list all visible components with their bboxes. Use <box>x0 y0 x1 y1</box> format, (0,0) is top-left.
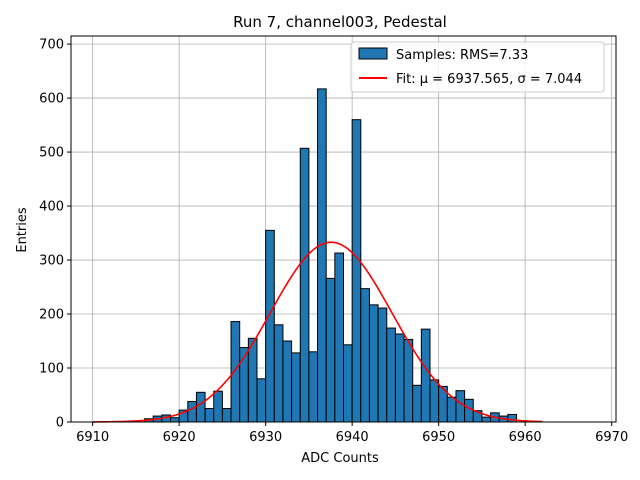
y-axis-label: Entries <box>15 207 30 253</box>
x-tick-label: 6920 <box>163 430 196 445</box>
histogram-bar <box>481 416 492 423</box>
histogram-bar <box>334 252 345 423</box>
axes <box>70 35 617 423</box>
histogram-bar <box>446 396 457 423</box>
histogram-bar <box>377 307 388 423</box>
legend-box <box>350 41 605 93</box>
legend: Samples: RMS=7.33 Fit: μ = 6937.565, σ =… <box>350 41 605 93</box>
y-tick-label: 600 <box>39 92 64 107</box>
histogram-bar <box>299 147 310 423</box>
x-tick-label: 6960 <box>509 430 542 445</box>
histogram-bar <box>273 324 284 423</box>
histogram-bar <box>213 390 223 423</box>
histogram-bars <box>144 88 518 423</box>
plot-frame <box>70 35 617 423</box>
histogram-bar <box>247 337 258 423</box>
y-tick-label: 200 <box>39 308 64 323</box>
histogram-bar <box>351 119 362 423</box>
histogram-bar <box>464 398 474 423</box>
tick-labels: 6910 6920 6930 6940 6950 6960 6970 0 100 200 300 40… <box>39 38 628 445</box>
histogram-bar <box>386 327 396 423</box>
histogram-bar <box>420 328 431 423</box>
y-tick-label: 100 <box>39 362 64 377</box>
legend-label-samples: Samples: RMS=7.33 <box>396 48 528 63</box>
x-tick-label: 6910 <box>76 430 109 445</box>
legend-swatch-samples <box>358 47 388 60</box>
histogram-bar <box>455 390 466 423</box>
histogram-bar <box>204 408 215 423</box>
y-tick-label: 400 <box>39 200 64 215</box>
x-tick-label: 6950 <box>422 430 455 445</box>
x-tick-label: 6970 <box>595 430 628 445</box>
y-tick-label: 300 <box>39 254 64 269</box>
fit-curve <box>92 241 543 423</box>
x-tick-label: 6940 <box>336 430 369 445</box>
histogram-bar <box>195 391 206 423</box>
x-axis-label: ADC Counts <box>301 451 379 466</box>
legend-label-fit: Fit: μ = 6937.565, σ = 7.044 <box>396 72 582 87</box>
y-tick-label: 700 <box>39 38 64 53</box>
histogram-bar <box>308 351 319 423</box>
histogram-bar <box>265 229 275 423</box>
histogram-bar <box>412 384 422 423</box>
x-tick-label: 6930 <box>249 430 282 445</box>
histogram-bar <box>256 378 267 423</box>
histogram-bar <box>394 333 405 423</box>
histogram-bar <box>343 344 353 423</box>
y-tick-label: 500 <box>39 146 64 161</box>
histogram-bar <box>325 277 336 423</box>
histogram-bar <box>403 338 414 423</box>
histogram-bar <box>221 408 232 423</box>
histogram-bar <box>239 346 249 423</box>
chart-title: Run 7, channel003, Pedestal <box>233 13 447 31</box>
histogram-bar <box>187 400 197 423</box>
histogram-bar <box>360 288 370 423</box>
fit-curve-layer <box>92 241 543 423</box>
histogram-bar <box>429 379 440 423</box>
y-tick-label: 0 <box>56 416 64 431</box>
grid-lines <box>71 36 616 423</box>
histogram-bar <box>368 304 379 423</box>
histogram-bar <box>169 417 180 423</box>
histogram-bar <box>230 321 241 423</box>
histogram-bar <box>282 340 293 423</box>
histogram-bar <box>317 88 327 423</box>
histogram-bar <box>291 352 301 423</box>
